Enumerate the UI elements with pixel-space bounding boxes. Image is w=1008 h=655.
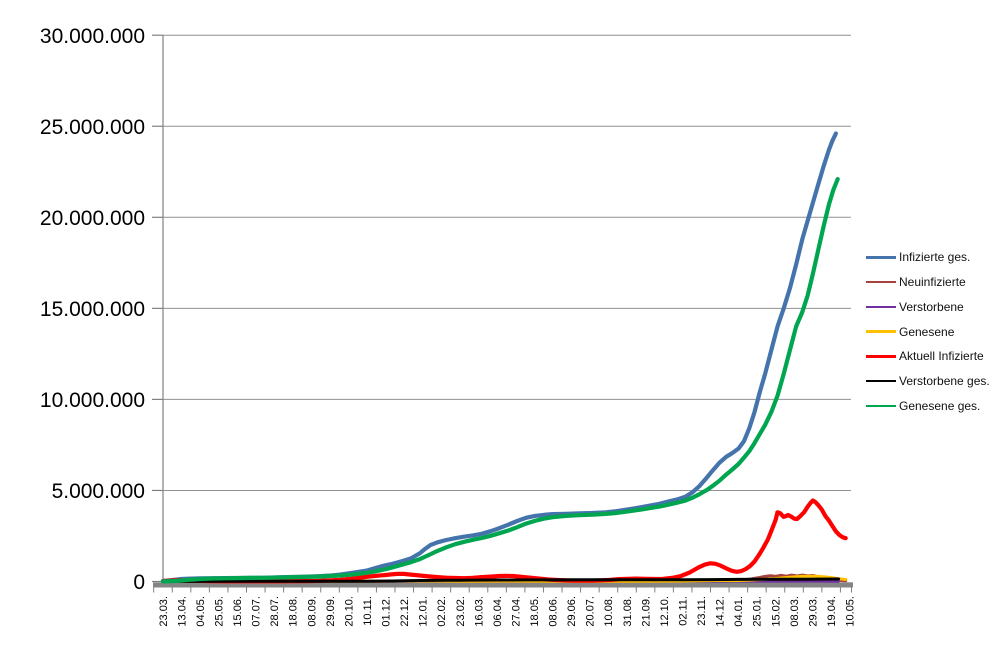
series-line-genesene-ges: [160, 177, 840, 584]
x-axis-label: 13.04.: [176, 596, 188, 627]
legend-line-swatch: [866, 330, 896, 333]
x-axis-label: 08.06.: [548, 596, 560, 627]
legend-item: Aktuell Infizierte: [866, 344, 1008, 369]
legend-label: Neuinfizierte: [899, 275, 966, 290]
x-axis-label: 25.01.: [752, 596, 764, 627]
x-axis-label: 16.03.: [473, 596, 485, 627]
x-axis-label: 18.08.: [288, 596, 300, 627]
x-axis-label: 28.07.: [269, 596, 281, 627]
legend-item: Neuinfizierte: [866, 270, 1008, 295]
legend-item: Genesene: [866, 319, 1008, 344]
x-axis-label: 14.12.: [715, 596, 727, 627]
x-axis-label: 06.04.: [492, 596, 504, 627]
y-axis-label: 0: [133, 571, 145, 594]
x-axis-label: 10.08.: [603, 596, 615, 627]
x-axis-label: 15.06.: [232, 596, 244, 627]
y-axis-label: 30.000.000: [40, 25, 145, 48]
x-axis-label: 01.12.: [381, 596, 393, 627]
x-axis-label: 15.02.: [770, 596, 782, 627]
legend: Infizierte ges. Neuinfizierte Verstorbene G…: [866, 245, 1008, 418]
x-axis-label: 20.10.: [343, 596, 355, 627]
x-axis-label: 10.11.: [362, 596, 374, 626]
legend-line-swatch: [866, 280, 896, 284]
legend-line-swatch: [866, 305, 896, 309]
legend-label: Genesene ges.: [899, 398, 981, 413]
legend-label: Infizierte ges.: [899, 250, 971, 265]
legend-label: Genesene: [899, 324, 955, 339]
x-axis-label: 07.07.: [251, 596, 263, 627]
x-axis-label: 25.05.: [213, 596, 225, 627]
x-axis-label: 22.12.: [399, 596, 411, 627]
legend-item: Infizierte ges.: [866, 245, 1008, 270]
x-axis-label: 19.04.: [826, 596, 838, 627]
x-axis-label: 10.05.: [845, 596, 857, 627]
legend-label: Verstorbene ges.: [899, 374, 990, 389]
x-axis-label: 12.01.: [418, 596, 430, 627]
series-line-infizierte-ges: [160, 131, 839, 584]
x-axis-label: 02.11.: [677, 596, 689, 626]
x-axis-label: 27.04.: [510, 596, 522, 627]
x-axis-label: 29.06.: [566, 596, 578, 627]
x-axis-line: [153, 582, 853, 588]
x-axis-label: 08.03.: [789, 596, 801, 627]
y-axis-label: 25.000.000: [40, 116, 145, 139]
y-axis-label: 20.000.000: [40, 207, 145, 230]
x-axis-label: 23.03.: [158, 596, 170, 627]
x-axis-label: 04.05.: [195, 596, 207, 627]
x-axis-label: 08.09.: [306, 596, 318, 627]
legend-item: Genesene ges.: [866, 394, 1008, 419]
x-axis-label: 18.05.: [529, 596, 541, 627]
y-axis-label: 15.000.000: [40, 298, 145, 321]
legend-label: Aktuell Infizierte: [899, 349, 984, 364]
x-axis-label: 29.09.: [325, 596, 337, 627]
legend-line-swatch: [866, 379, 896, 383]
legend-line-swatch: [866, 404, 896, 408]
x-axis-label: 12.10.: [659, 596, 671, 627]
legend-line-swatch: [866, 355, 896, 358]
x-axis-label: 23.02.: [455, 596, 467, 627]
x-axis-label: 20.07.: [585, 596, 597, 627]
legend-item: Verstorbene: [866, 295, 1008, 320]
y-axis-label: 10.000.000: [40, 389, 145, 412]
legend-item: Verstorbene ges.: [866, 369, 1008, 394]
y-axis-label: 5.000.000: [52, 480, 145, 503]
x-axis-label: 23.11.: [696, 596, 708, 626]
x-axis-label: 21.09.: [640, 596, 652, 627]
series-line-aktuell-infizierte: [160, 498, 848, 584]
legend-line-swatch: [866, 256, 896, 259]
legend-label: Verstorbene: [899, 299, 964, 314]
x-axis-label: 04.01.: [733, 596, 745, 627]
series-line-verstorbene-ges: [161, 577, 841, 583]
x-axis-label: 02.02.: [436, 596, 448, 627]
x-axis-label: 29.03.: [807, 596, 819, 627]
x-axis-label: 31.08.: [622, 596, 634, 627]
